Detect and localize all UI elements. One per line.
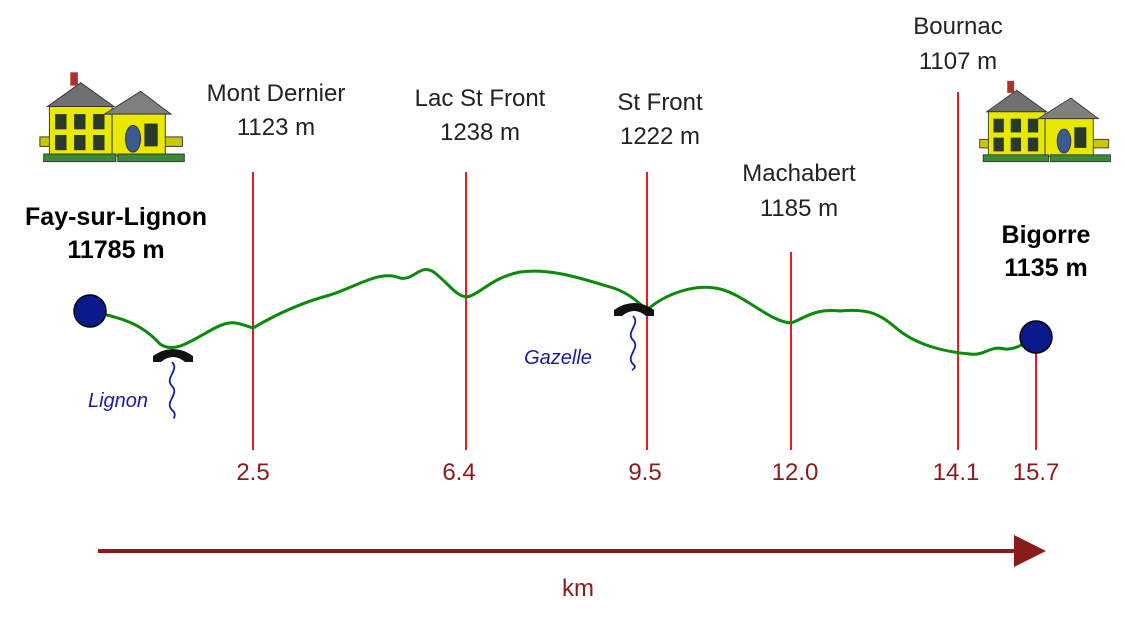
waypoint-altitude: 1123 m	[237, 114, 315, 141]
river-name: Gazelle	[524, 347, 592, 369]
km-label: 15.7	[1013, 459, 1060, 486]
start-name: Fay-sur-Lignon	[25, 203, 207, 231]
start-point	[73, 294, 107, 328]
waypoint-name: St Front	[617, 89, 703, 116]
river-name: Lignon	[88, 390, 148, 412]
waypoint-altitude: 1222 m	[620, 123, 700, 150]
waypoint-name: Mont Dernier	[207, 80, 346, 107]
elevation-profile-line	[89, 268, 1037, 356]
axis-label: km	[562, 575, 594, 602]
house-icon	[979, 80, 1111, 163]
end-point	[1019, 320, 1053, 354]
house-icon	[39, 71, 185, 163]
waypoint-name: Machabert	[742, 160, 856, 187]
km-label: 2.5	[236, 459, 269, 486]
waypoint-name: Bournac	[913, 13, 1002, 40]
km-label: 12.0	[772, 459, 819, 486]
waypoint-altitude: 1185 m	[760, 195, 838, 222]
start-altitude: 11785 m	[67, 236, 164, 264]
river-lignon: Lignon	[88, 349, 193, 419]
end-altitude: 1135 m	[1004, 254, 1087, 282]
km-label: 6.4	[442, 459, 475, 486]
km-label: 9.5	[628, 459, 661, 486]
waypoint-altitude: 1238 m	[440, 119, 520, 146]
bridge-icon	[153, 349, 193, 362]
waypoint-altitude: 1107 m	[919, 48, 997, 75]
end-name: Bigorre	[1002, 221, 1091, 249]
waypoint-name: Lac St Front	[415, 85, 546, 112]
river-gazelle: Gazelle	[524, 303, 654, 371]
km-label: 14.1	[933, 459, 980, 486]
